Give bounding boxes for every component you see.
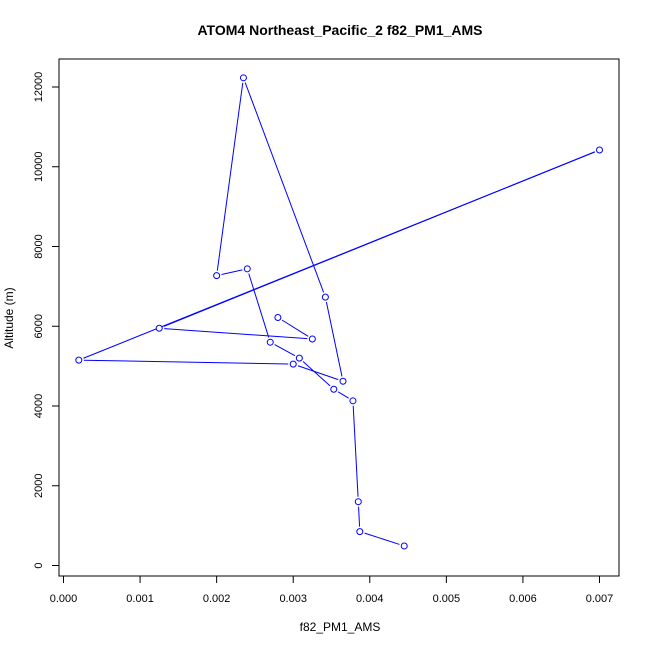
- y-axis: 0 2000 4000 6000 8000 10000 12000: [33, 72, 60, 569]
- x-tick-label: 0.007: [586, 593, 614, 605]
- y-axis-label: Altitude (m): [2, 287, 16, 348]
- data-point: [155, 324, 163, 332]
- data-series: [75, 74, 603, 550]
- data-point: [321, 293, 329, 301]
- series-segment: [302, 361, 331, 387]
- x-axis-label: f82_PM1_AMS: [300, 620, 381, 634]
- y-tick-label: 12000: [33, 72, 45, 103]
- data-point: [330, 385, 338, 393]
- data-point: [213, 272, 221, 280]
- data-point: [356, 528, 364, 536]
- y-tick-label: 10000: [33, 151, 45, 182]
- series-segment: [281, 319, 309, 337]
- series-segment: [274, 344, 296, 357]
- data-point: [295, 354, 303, 362]
- series-segment: [83, 359, 289, 365]
- y-tick-label: 8000: [33, 234, 45, 258]
- x-tick-label: 0.005: [433, 593, 461, 605]
- data-point: [596, 146, 603, 154]
- x-tick-label: 0.000: [50, 593, 78, 605]
- series-segment: [297, 365, 339, 381]
- x-axis: 0.000 0.001 0.002 0.003 0.004 0.005 0.006 0.007: [50, 575, 614, 605]
- data-point: [289, 360, 297, 368]
- x-tick-label: 0.003: [279, 593, 307, 605]
- series-segment: [216, 82, 244, 271]
- y-tick-label: 0: [33, 562, 45, 568]
- series-segment: [244, 82, 325, 293]
- series-segment: [352, 405, 359, 497]
- x-tick-label: 0.004: [356, 593, 384, 605]
- y-tick-label: 2000: [33, 474, 45, 498]
- y-tick-label: 6000: [33, 314, 45, 338]
- data-point: [339, 377, 347, 385]
- series-segment: [221, 269, 243, 276]
- data-point: [349, 397, 357, 405]
- data-point: [239, 74, 247, 82]
- data-point: [400, 542, 408, 550]
- data-point: [243, 265, 251, 273]
- plot-frame: [58, 58, 620, 577]
- series-segment: [164, 328, 308, 340]
- x-tick-label: 0.006: [509, 593, 537, 605]
- data-point: [354, 498, 362, 506]
- series-segment: [325, 301, 343, 377]
- series-segment: [248, 273, 270, 338]
- y-tick-label: 4000: [33, 394, 45, 418]
- series-segment: [364, 532, 400, 545]
- chart-title: ATOM4 Northeast_Pacific_2 f82_PM1_AMS: [197, 22, 482, 38]
- series-segment: [163, 151, 596, 327]
- x-tick-label: 0.001: [126, 593, 154, 605]
- x-tick-label: 0.002: [203, 593, 231, 605]
- series-segment: [337, 391, 349, 399]
- series-segment: [358, 506, 361, 527]
- data-point: [266, 338, 274, 346]
- data-point: [75, 356, 83, 364]
- data-point: [274, 313, 282, 321]
- data-point: [308, 335, 316, 343]
